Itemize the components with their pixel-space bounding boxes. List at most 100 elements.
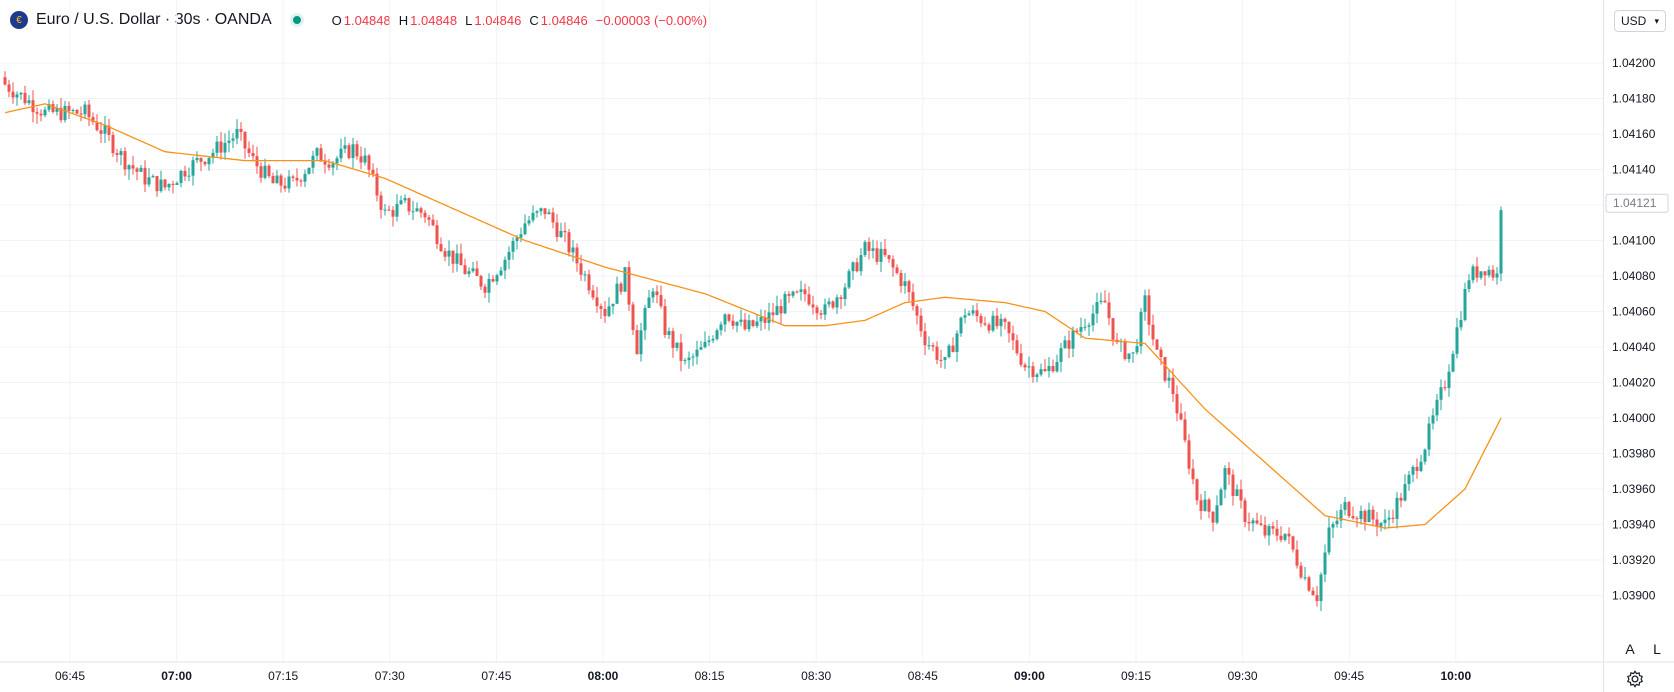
candle-body [595, 297, 599, 307]
log-scale-button[interactable]: L [1646, 638, 1668, 660]
candle-body [1375, 519, 1379, 527]
candle-body [91, 117, 95, 123]
candle-body [483, 286, 487, 293]
candle-body [391, 210, 395, 217]
market-status-icon[interactable] [289, 13, 304, 27]
candle-body [439, 244, 443, 252]
candle-body [1295, 549, 1299, 566]
candle-body [223, 142, 227, 153]
candle-body [1487, 269, 1491, 276]
candle-body [1371, 509, 1375, 520]
candle-body [239, 128, 243, 132]
candle-body [27, 100, 31, 104]
price-axis-panel[interactable]: USD ▾ A L [1603, 0, 1674, 692]
y-tick-label: 1.04180 [1612, 92, 1656, 106]
candle-body [1455, 327, 1459, 354]
candle-body [75, 109, 79, 114]
candle-body [1423, 449, 1427, 462]
candle-body [151, 176, 155, 178]
y-tick-label: 1.03980 [1612, 447, 1656, 461]
candle-body [1087, 325, 1091, 327]
candle-body [1315, 595, 1319, 602]
candle-body [1231, 474, 1235, 497]
candle-body [1419, 461, 1423, 471]
candle-body [427, 217, 431, 220]
auto-scale-button[interactable]: A [1619, 638, 1641, 660]
candle-body [43, 109, 47, 116]
candle-body [1191, 468, 1195, 480]
candle-body [723, 314, 727, 325]
candle-body [227, 140, 231, 143]
candle-body [1351, 516, 1355, 519]
candle-body [251, 152, 255, 157]
candle-body [771, 312, 775, 316]
candle-body [847, 271, 851, 288]
candle-body [1251, 520, 1255, 524]
candle-body [283, 185, 287, 189]
candle-body [539, 208, 543, 212]
candle-body [523, 223, 527, 235]
candle-body [935, 346, 939, 360]
candle-body [1011, 333, 1015, 341]
candle-body [559, 230, 563, 238]
candle-body [135, 168, 139, 172]
candle-body [1287, 533, 1291, 537]
candle-body [543, 208, 547, 215]
candle-body [1499, 210, 1503, 274]
candle-body [863, 241, 867, 256]
candle-body [1443, 387, 1447, 389]
candle-body [811, 304, 815, 308]
candle-body [315, 148, 319, 156]
candle-body [275, 175, 279, 184]
x-tick-label: 09:15 [1121, 669, 1151, 683]
x-tick-label: 08:30 [801, 669, 831, 683]
candle-body [1179, 413, 1183, 420]
candle-body [515, 237, 519, 241]
candle-body [991, 315, 995, 331]
candle-body [83, 104, 87, 115]
candle-body [627, 267, 631, 305]
candle-body [371, 169, 375, 174]
candle-body [19, 92, 23, 95]
x-tick-label: 09:00 [1014, 669, 1045, 683]
candle-body [931, 345, 935, 347]
candle-body [779, 306, 783, 314]
candle-body [783, 294, 787, 314]
candle-body [447, 250, 451, 257]
candle-body [963, 315, 967, 318]
candle-body [1491, 269, 1495, 278]
candle-body [563, 230, 567, 233]
candle-body [139, 167, 143, 172]
candle-body [323, 161, 327, 165]
settings-gear-icon[interactable] [1626, 670, 1644, 688]
candle-body [1147, 295, 1151, 325]
candle-body [99, 130, 103, 134]
candle-body [1319, 574, 1323, 602]
candle-body [487, 278, 491, 293]
candle-body [1347, 502, 1351, 517]
candle-body [1171, 377, 1175, 395]
candle-body [775, 306, 779, 316]
candle-body [707, 340, 711, 342]
candle-body [939, 359, 943, 361]
candle-body [1271, 526, 1275, 529]
y-tick-label: 1.03900 [1612, 589, 1656, 603]
candle-body [871, 248, 875, 251]
candle-body [679, 342, 683, 361]
candle-body [1083, 326, 1087, 328]
candle-body [411, 211, 415, 213]
candle-body [115, 153, 119, 156]
candle-body [191, 160, 195, 176]
symbol-title[interactable]: Euro / U.S. Dollar · 30s · OANDA [36, 11, 272, 28]
y-tick-label: 1.04020 [1612, 376, 1656, 390]
candle-body [363, 155, 367, 163]
currency-button[interactable]: USD ▾ [1614, 10, 1666, 32]
candle-body [95, 122, 99, 131]
candle-body [759, 317, 763, 322]
candle-body [343, 145, 347, 149]
candle-body [1283, 533, 1287, 540]
candle-body [499, 270, 503, 276]
current-price-box [1605, 193, 1669, 213]
candle-body [1439, 387, 1443, 400]
